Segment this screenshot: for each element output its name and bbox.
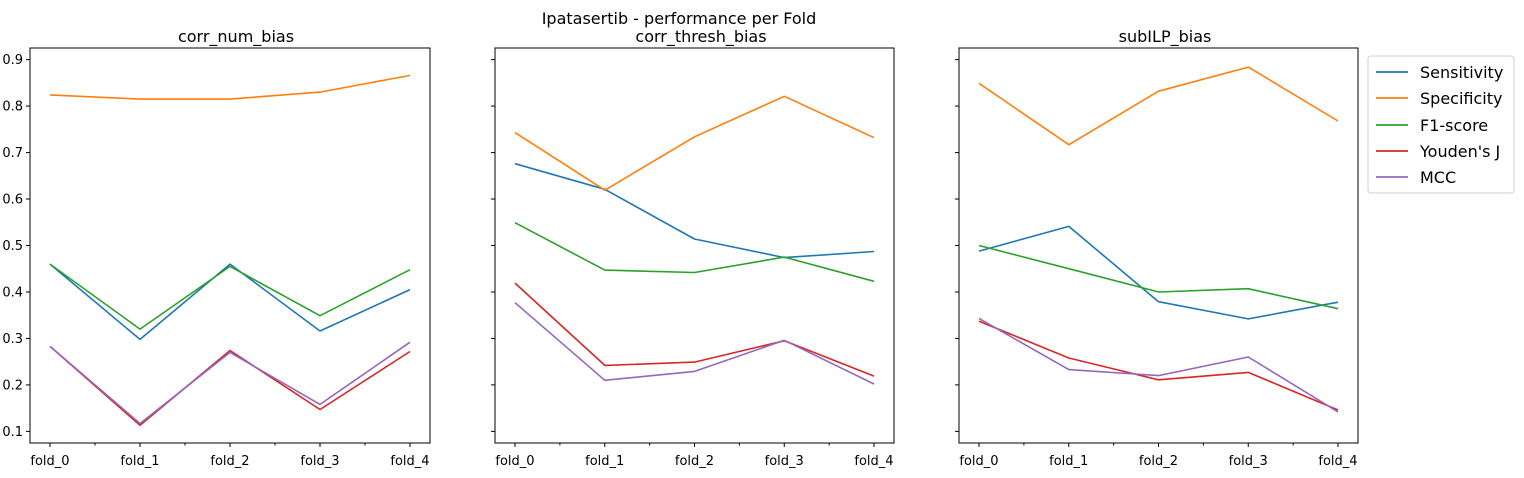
legend-label-youdens-j: Youden's J [1419, 142, 1500, 161]
x-tick-label-fold-2: fold_2 [675, 454, 714, 469]
series-line-sensitivity [514, 162, 875, 259]
legend-label-f1-score: F1-score [1420, 116, 1488, 135]
x-tick-label-fold-0: fold_0 [30, 454, 69, 469]
y-tick-label: 0.5 [2, 239, 23, 254]
axes-frame [958, 47, 1359, 444]
panel-subilp-bias: subILP_bias fold_0 fold_1 fold_2 fold_3 fold… [955, 27, 1359, 469]
series-line-f1-score [514, 221, 875, 283]
axes-frame [29, 47, 431, 444]
x-tick-label-fold-4: fold_4 [854, 454, 893, 469]
legend-label-sensitivity: Sensitivity [1420, 63, 1503, 82]
y-tick-label: 0.1 [2, 425, 23, 440]
x-tick-label-fold-1: fold_1 [120, 454, 159, 469]
x-tick-label-fold-3: fold_3 [765, 454, 804, 469]
x-tick-label-fold-4: fold_4 [1318, 454, 1357, 469]
panel-corr-thresh-bias: corr_thresh_bias fold_0 fold_1 fold_2 fold_… [491, 27, 895, 469]
series-line-sensitivity [978, 225, 1339, 320]
figure-suptitle: Ipatasertib - performance per Fold [542, 9, 817, 28]
panel-title-subilp-bias: subILP_bias [1119, 27, 1212, 47]
x-tick-label-fold-1: fold_1 [585, 454, 624, 469]
x-tick-label-fold-3: fold_3 [300, 454, 339, 469]
series-line-sensitivity [49, 263, 411, 341]
panel-corr-num-bias: corr_num_bias fold_0 fold_1 fold_2 fold_3 fo… [2, 27, 431, 469]
y-tick-label: 0.8 [2, 100, 23, 115]
panel-title-corr-num-bias: corr_num_bias [178, 27, 294, 47]
series-line-youden-s-j [978, 320, 1339, 411]
panel-title-corr-thresh-bias: corr_thresh_bias [635, 27, 766, 47]
series-line-f1-score [978, 244, 1339, 310]
legend-frame [1367, 55, 1515, 194]
x-tick-label-fold-0: fold_0 [959, 454, 998, 469]
x-tick-label-fold-0: fold_0 [495, 454, 534, 469]
x-tick-label-fold-3: fold_3 [1229, 454, 1268, 469]
y-tick-label: 0.2 [2, 378, 23, 393]
series-line-specificity [49, 74, 411, 100]
x-tick-label-fold-2: fold_2 [1139, 454, 1178, 469]
series-line-youden-s-j [49, 345, 411, 427]
series-line-mcc [514, 302, 875, 385]
series-line-f1-score [49, 263, 411, 330]
series-line-mcc [978, 317, 1339, 413]
y-tick-label: 0.9 [2, 53, 23, 68]
axes-frame [494, 47, 895, 444]
series-line-specificity [978, 66, 1339, 146]
x-tick-label-fold-2: fold_2 [210, 454, 249, 469]
legend: Sensitivity Specificity F1-score Youden'… [1367, 55, 1515, 194]
series-line-mcc [49, 341, 411, 425]
y-tick-label: 0.3 [2, 332, 23, 347]
y-tick-label: 0.7 [2, 146, 23, 161]
legend-label-specificity: Specificity [1420, 89, 1502, 108]
y-tick-label: 0.4 [2, 285, 23, 300]
legend-label-mcc: MCC [1420, 168, 1456, 187]
series-line-youden-s-j [514, 282, 875, 377]
series-line-specificity [514, 95, 875, 191]
y-tick-label: 0.6 [2, 193, 23, 208]
x-tick-label-fold-4: fold_4 [390, 454, 429, 469]
x-tick-label-fold-1: fold_1 [1049, 454, 1088, 469]
